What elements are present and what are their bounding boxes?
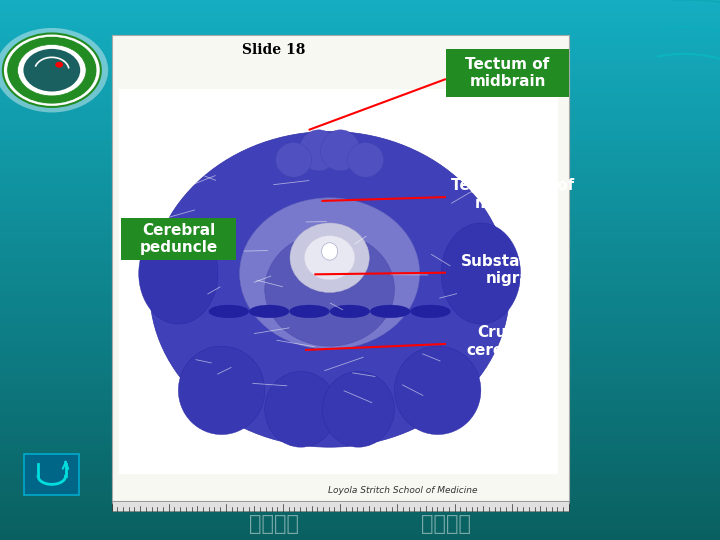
Ellipse shape [348,143,384,177]
Circle shape [0,28,108,112]
Text: Crus
cerebri: Crus cerebri [467,325,527,357]
Ellipse shape [249,305,289,318]
Text: Substantia
nigra: Substantia nigra [461,254,554,286]
Ellipse shape [410,305,450,318]
Circle shape [55,62,63,68]
Ellipse shape [290,223,369,293]
Ellipse shape [240,198,420,349]
Circle shape [24,49,80,91]
Circle shape [3,33,101,107]
Circle shape [6,36,97,104]
Bar [24,454,79,495]
FancyBboxPatch shape [446,49,569,97]
Ellipse shape [323,372,395,447]
Bar [119,89,558,474]
Ellipse shape [209,305,248,318]
Text: Slide 18: Slide 18 [242,43,305,57]
Ellipse shape [179,346,265,435]
Ellipse shape [265,233,395,346]
Bar [112,35,569,501]
Ellipse shape [395,346,481,435]
Circle shape [17,44,86,96]
Ellipse shape [305,235,355,280]
Text: Tegmentum of
midbrain: Tegmentum of midbrain [451,178,575,211]
FancyBboxPatch shape [121,218,236,260]
Ellipse shape [139,223,218,324]
Ellipse shape [150,131,510,447]
Text: Cerebral
peduncle: Cerebral peduncle [140,223,217,255]
Ellipse shape [370,305,410,318]
Ellipse shape [289,305,329,318]
Bar [112,501,569,511]
Ellipse shape [299,130,338,171]
Ellipse shape [276,143,312,177]
Ellipse shape [322,243,338,260]
Text: Loyola Stritch School of Medicine: Loyola Stritch School of Medicine [328,486,478,495]
Ellipse shape [265,372,337,447]
Ellipse shape [320,130,360,171]
Text: 立德立行: 立德立行 [248,514,299,534]
Text: Tectum of
midbrain: Tectum of midbrain [465,57,550,89]
Text: 求是求新: 求是求新 [421,514,472,534]
Ellipse shape [441,223,521,324]
Ellipse shape [330,305,369,318]
